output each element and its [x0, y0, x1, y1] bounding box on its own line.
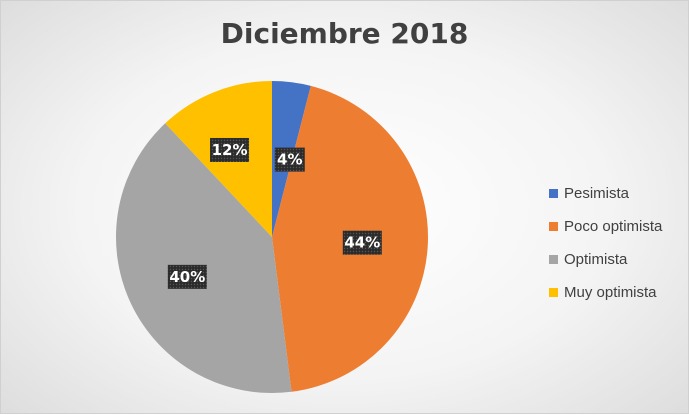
legend-swatch — [549, 288, 558, 297]
data-label-box — [210, 137, 250, 162]
data-label-pesimista: 4% — [274, 147, 305, 172]
legend-label: Poco optimista — [564, 218, 663, 235]
data-label-box — [342, 230, 382, 255]
data-label-text: 4% — [277, 151, 302, 169]
data-label-poco-optimista: 44% — [342, 230, 382, 255]
data-label-text: 40% — [169, 268, 205, 286]
legend-swatch — [549, 189, 558, 198]
legend-label: Muy optimista — [564, 284, 657, 301]
legend-item-muy-optimista: Muy optimista — [549, 276, 662, 309]
legend-item-optimista: Optimista — [549, 243, 662, 276]
legend: Pesimista Poco optimista Optimista Muy opti… — [549, 177, 662, 309]
pie-slice-optimista — [115, 123, 292, 394]
data-label-optimista: 40% — [167, 264, 207, 289]
data-label-text: 44% — [344, 234, 380, 252]
legend-label: Optimista — [564, 251, 628, 268]
data-label-box — [274, 147, 305, 172]
data-label-box — [167, 264, 207, 289]
legend-swatch — [549, 255, 558, 264]
legend-item-pesimista: Pesimista — [549, 177, 662, 210]
legend-item-poco-optimista: Poco optimista — [549, 210, 662, 243]
chart-title: Diciembre 2018 — [220, 17, 469, 50]
data-label-text: 12% — [212, 141, 248, 159]
data-label-muy-optimista: 12% — [210, 137, 250, 162]
legend-label: Pesimista — [564, 185, 630, 202]
legend-swatch — [549, 222, 558, 231]
